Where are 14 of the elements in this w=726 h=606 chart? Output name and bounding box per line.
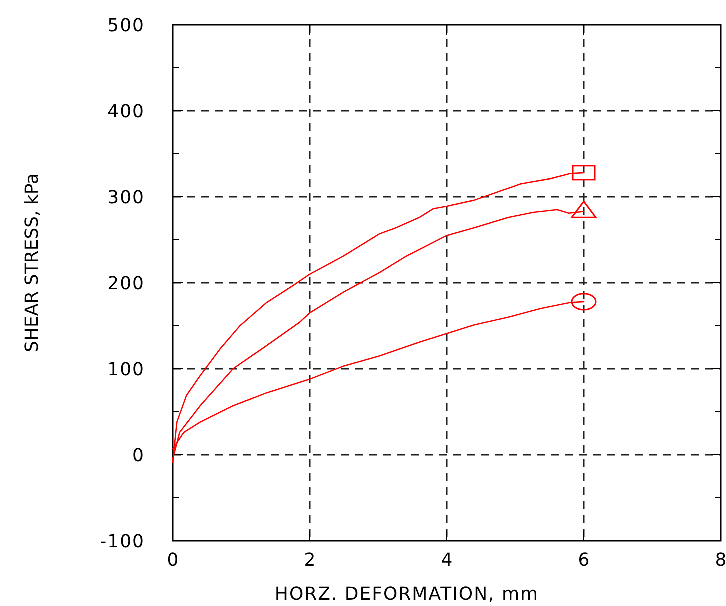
y-tick-label: -100 (100, 531, 145, 552)
x-tick-label: 2 (304, 550, 316, 571)
x-axis-title: HORZ. DEFORMATION, mm (274, 584, 540, 605)
y-tick-label: 500 (108, 15, 145, 36)
y-tick-label: 300 (108, 187, 145, 208)
x-tick-label: 6 (578, 550, 590, 571)
y-tick-label: 200 (108, 273, 145, 294)
x-tick-label: 0 (167, 550, 179, 571)
y-tick-label: 400 (108, 101, 145, 122)
y-axis-title: SHEAR STRESS, kPa (22, 174, 43, 352)
x-tick-label: 8 (715, 550, 726, 571)
y-tick-label: 100 (108, 359, 145, 380)
x-tick-label: 4 (441, 550, 453, 571)
y-tick-label: 0 (132, 445, 145, 466)
